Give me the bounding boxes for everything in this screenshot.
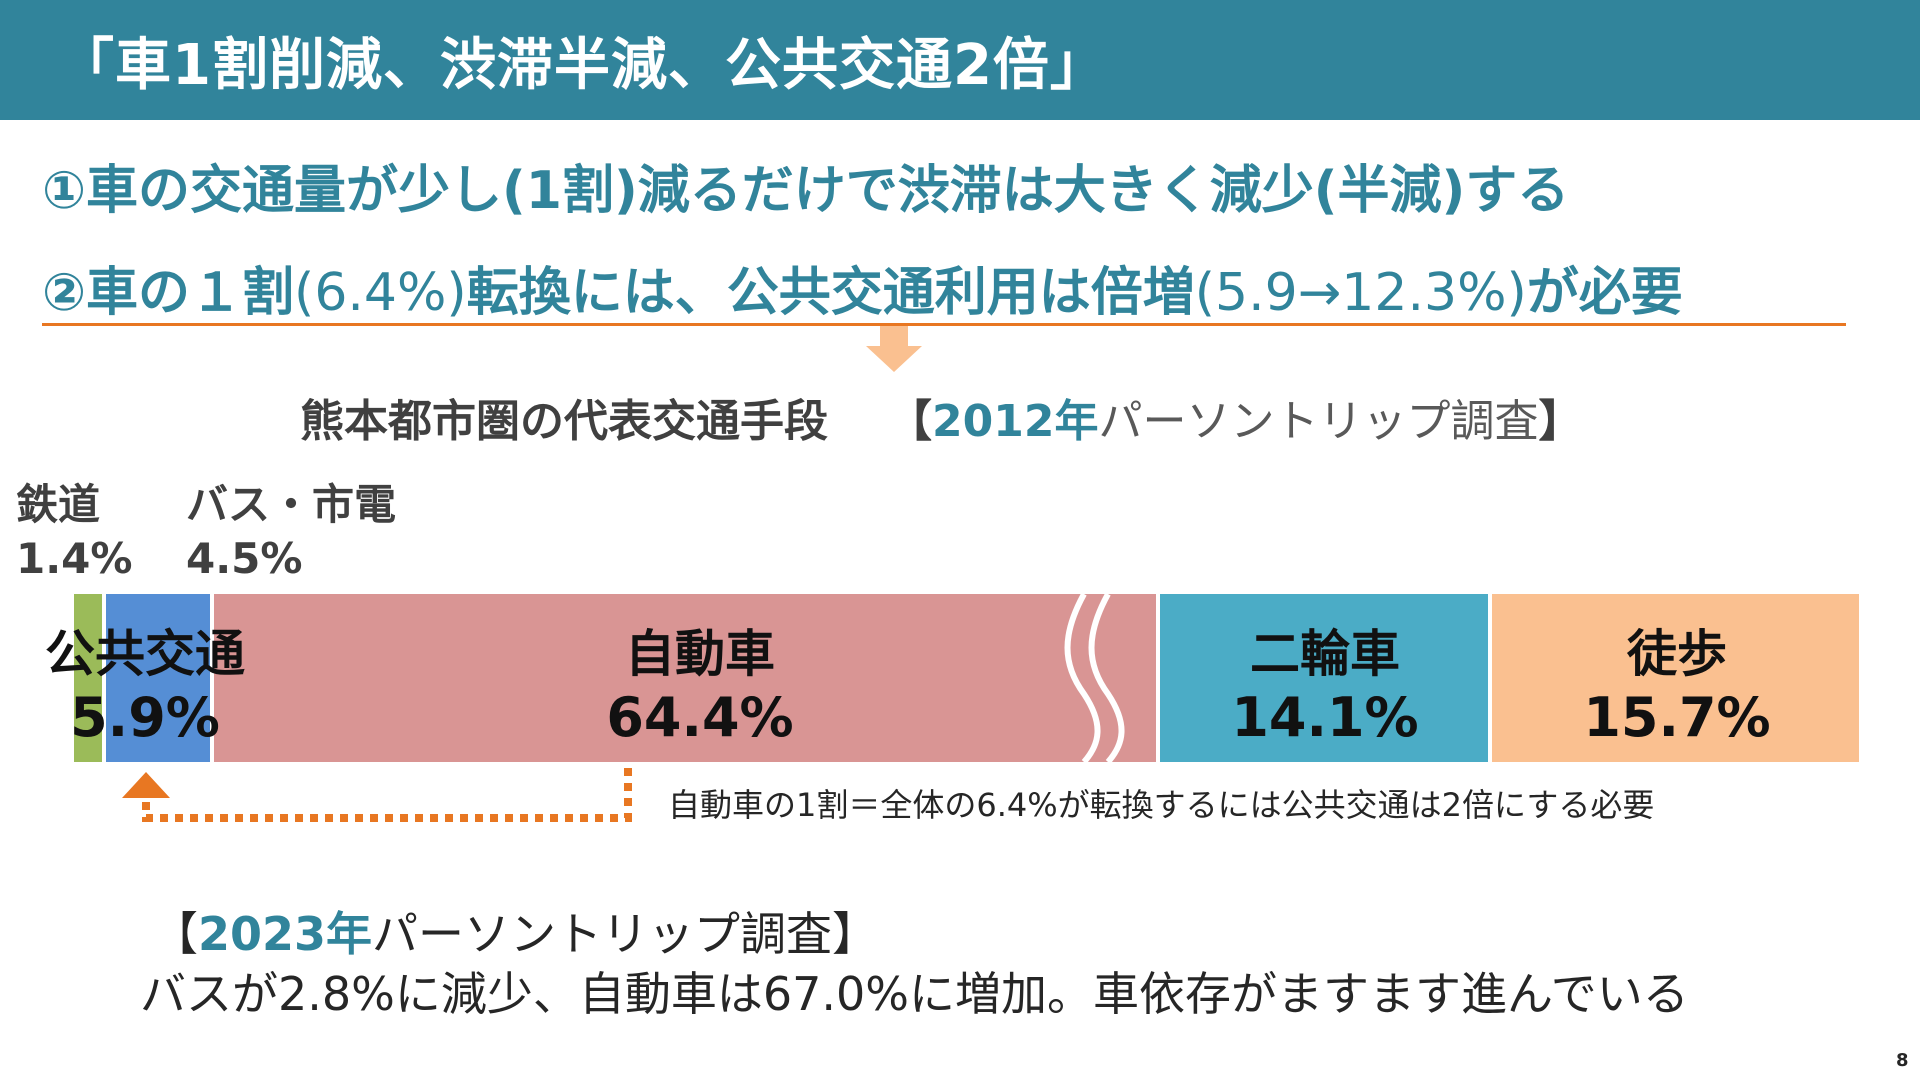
rail-value: 1.4% [16,534,133,583]
bus-value: 4.5% [186,534,303,583]
bus-label: バス・市電 4.5% [186,478,396,586]
bar-segment-bus [106,594,210,762]
bar-segment-walk [1492,594,1859,762]
axis-break-icon [1064,594,1125,762]
label-car-name: 自動車 [625,625,775,683]
point-2-d: (5.9→12.3%) [1194,263,1527,323]
point-1: ①車の交通量が少し(1割)減るだけで渋滞は大きく減少(半減)する [42,161,1570,221]
bus-name: バス・市電 [186,480,397,529]
survey-2023-bracket-close: 】 [832,907,879,961]
point-2: ②車の１割(6.4%)転換には、公共交通利用は倍増(5.9→12.3%)が必要 [42,250,1683,325]
survey-2023-bracket-open: 【 [152,907,198,961]
label-walk: 徒歩 15.7% [1552,622,1802,750]
stacked-bar-chart: 公共交通 5.9% 自動車 64.4% 二輪車 14.1% 徒歩 15.7% [0,594,1920,762]
label-public-transit: 公共交通 5.9% [30,622,260,750]
label-motorcycle: 二輪車 14.1% [1200,622,1450,750]
down-arrow-icon [866,326,922,372]
rail-name: 鉄道 [16,480,101,529]
page-number: 8 [1896,1050,1909,1071]
bar-segment-motorcycle [1160,594,1488,762]
conclusion-text: バスが2.8%に減少、自動車は67.0%に増加。車依存がますます進んでいる [140,967,1689,1021]
bar-segment-rail [74,594,102,762]
label-walk-value: 15.7% [1583,686,1771,749]
label-public-transit-name: 公共交通 [45,625,245,683]
header-bar: 「車1割削減、渋滞半減、公共交通2倍」 [0,0,1920,120]
survey-2023-title: パーソントリップ調査 [372,907,833,961]
chart-heading-year: 2012年 [932,396,1099,447]
chart-heading-bracket-close: 】 [1538,396,1583,447]
rail-label: 鉄道 1.4% [16,478,132,586]
label-car: 自動車 64.4% [575,622,825,750]
label-public-transit-value: 5.9% [70,686,220,749]
point-2-e: が必要 [1526,263,1683,323]
orange-divider [42,323,1846,326]
label-motorcycle-value: 14.1% [1231,686,1419,749]
dotted-transfer-arrow-icon [122,768,632,822]
chart-heading: 熊本都市圏の代表交通手段 【2012年パーソントリップ調査】 [300,385,1582,449]
point-2-a: ②車の１割 [42,263,295,323]
label-motorcycle-name: 二輪車 [1250,625,1400,683]
survey-2023-heading: 【2023年パーソントリップ調査】 [152,898,878,964]
chart-heading-main: 熊本都市圏の代表交通手段 [300,396,828,447]
slide-title: 「車1割削減、渋滞半減、公共交通2倍」 [58,33,1107,98]
survey-2023-year: 2023年 [198,907,373,961]
point-2-c: 転換には、公共交通利用は倍増 [466,263,1195,323]
label-walk-name: 徒歩 [1627,625,1727,683]
transfer-note: 自動車の1割＝全体の6.4%が転換するには公共交通は2倍にする必要 [668,786,1655,824]
bar-segment-car [214,594,1156,762]
chart-heading-bracket-open: 【 [888,396,932,447]
label-car-value: 64.4% [606,686,794,749]
chart-heading-survey: パーソントリップ調査 [1098,396,1539,447]
point-2-b: (6.4%) [294,263,467,323]
